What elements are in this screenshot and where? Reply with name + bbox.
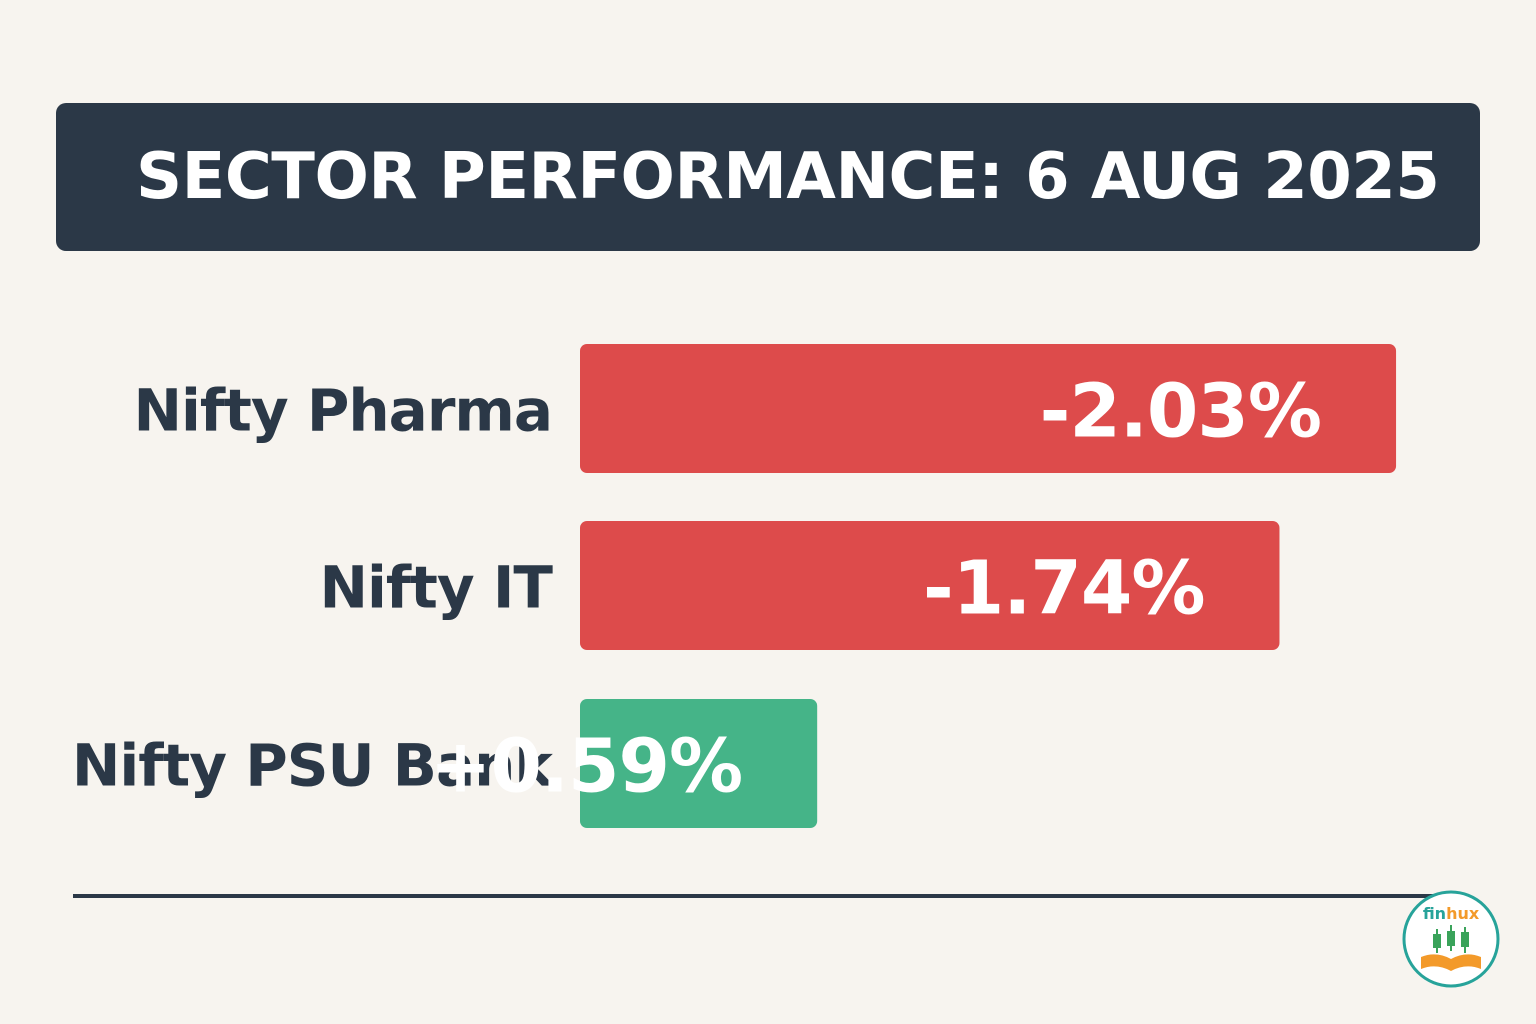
title-banner	[56, 103, 1480, 251]
svg-text:finhux: finhux	[1423, 904, 1480, 923]
category-label: Nifty Pharma	[134, 377, 553, 445]
baseline-divider	[73, 894, 1435, 898]
category-label: Nifty PSU Bank	[72, 732, 555, 800]
category-label: Nifty IT	[319, 554, 553, 622]
bar-nifty-psu-bank	[580, 699, 818, 828]
bar-nifty-it	[580, 521, 1280, 650]
chart-title: SECTOR PERFORMANCE: 6 AUG 2025	[136, 140, 1440, 214]
value-label: -2.03%	[1040, 369, 1321, 455]
value-label: +0.59%	[429, 724, 742, 810]
finhux-logo: finhux	[1402, 890, 1500, 988]
bar-nifty-pharma	[580, 344, 1397, 473]
value-label: -1.74%	[923, 546, 1204, 632]
